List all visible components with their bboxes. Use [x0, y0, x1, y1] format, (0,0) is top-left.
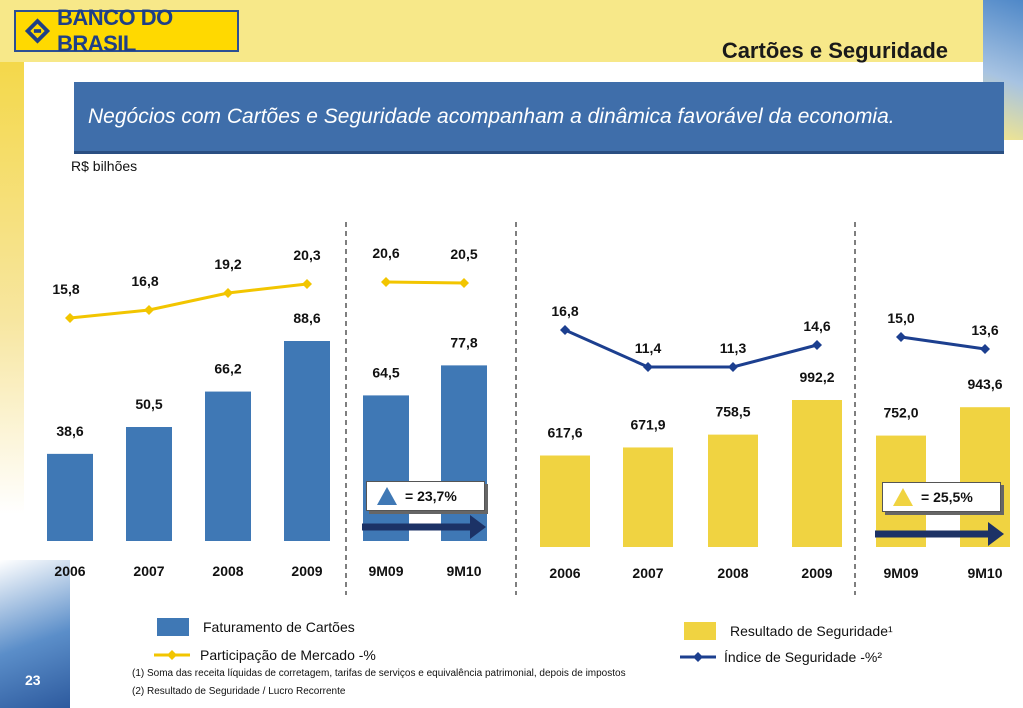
legend-market-share-label: Participação de Mercado -% [200, 647, 376, 663]
insurance-growth-value: = 25,5% [921, 489, 973, 505]
cards-line-point-2009 [302, 279, 312, 289]
footnote-2: (2) Resultado de Seguridade / Lucro Reco… [132, 686, 346, 697]
insurance-bar-2006 [540, 455, 590, 547]
cards-line-label: 15,8 [52, 281, 79, 297]
legend-market-share-line [154, 650, 190, 660]
cards-line-point-9M10 [459, 278, 469, 288]
insurance-line-point-9M09 [896, 332, 906, 342]
insurance-growth-arrow-head [988, 522, 1004, 546]
brand-logo: BANCO DO BRASIL [14, 5, 239, 56]
page-number: 23 [25, 672, 41, 688]
cards-line-label: 19,2 [214, 256, 241, 272]
cards-bar-2007 [126, 427, 172, 541]
legend-insurance: Resultado de Seguridade¹ [684, 622, 893, 640]
insurance-line-point-2006 [560, 325, 570, 335]
insurance-line-point-9M10 [980, 344, 990, 354]
insurance-bar-2007 [623, 447, 673, 547]
legend-insurance-index-label: Índice de Seguridade -%² [724, 649, 882, 665]
insurance-category-label: 9M09 [883, 565, 918, 581]
insurance-bar-9M10 [960, 407, 1010, 547]
cards-bar-2008 [205, 391, 251, 541]
insurance-category-label: 2008 [717, 565, 748, 581]
cards-category-label: 2009 [291, 563, 322, 579]
page-title: Cartões e Seguridade [721, 38, 948, 63]
cards-growth-box: = 23,7% [366, 481, 485, 511]
insurance-category-label: 2006 [549, 565, 580, 581]
cards-line-label: 20,3 [293, 247, 320, 263]
cards-category-label: 2006 [54, 563, 85, 579]
legend-insurance-swatch [684, 622, 716, 640]
legend-cards-swatch [157, 618, 189, 636]
cards-line-point-2007 [144, 305, 154, 315]
insurance-category-label: 2007 [632, 565, 663, 581]
left-bottom-decoration [0, 560, 70, 708]
insurance-line-point-2009 [812, 340, 822, 350]
unit-label: R$ bilhões [71, 158, 138, 174]
legend-insurance-index-line [680, 652, 716, 662]
legend-insurance-index: Índice de Seguridade -%² [678, 648, 882, 666]
cards-bar-label: 38,6 [56, 423, 83, 439]
brand-name: BANCO DO BRASIL [56, 5, 173, 56]
cards-bar-label: 50,5 [135, 396, 162, 412]
insurance-line-segment-2 [900, 335, 986, 351]
legend-insurance-label: Resultado de Seguridade¹ [730, 623, 893, 639]
insurance-line-point-2007 [643, 362, 653, 372]
insurance-line-point-2008 [728, 362, 738, 372]
insurance-bar-label: 671,9 [630, 416, 665, 432]
cards-growth-value: = 23,7% [405, 488, 457, 504]
cards-bar-9M10 [441, 365, 487, 541]
insurance-bar-label: 758,5 [715, 404, 750, 420]
insurance-line-label: 15,0 [887, 310, 914, 326]
footnote-1: (1) Soma das receita líquidas de correta… [132, 668, 626, 679]
legend-market-share: Participação de Mercado -% [152, 646, 376, 664]
insurance-growth-box: = 25,5% [882, 482, 1001, 512]
cards-bar-label: 77,8 [450, 334, 477, 350]
insurance-bar-2009 [792, 400, 842, 547]
cards-bar-label: 88,6 [293, 310, 320, 326]
insurance-category-label: 9M10 [967, 565, 1002, 581]
cards-category-label: 9M10 [446, 563, 481, 579]
insurance-line-label: 14,6 [803, 318, 830, 334]
headline-banner: Negócios com Cartões e Seguridade acompa… [74, 82, 1004, 154]
cards-line-label: 20,6 [372, 245, 399, 261]
insurance-bar-label: 992,2 [799, 369, 834, 385]
cards-bar-label: 66,2 [214, 361, 241, 377]
insurance-line-label: 16,8 [551, 303, 578, 319]
cards-line-point-2006 [65, 313, 75, 323]
cards-line-label: 16,8 [131, 273, 158, 289]
cards-category-label: 2008 [212, 563, 243, 579]
up-triangle-icon [893, 488, 913, 506]
cards-line-segment-1 [69, 282, 308, 320]
insurance-bar-label: 752,0 [883, 405, 918, 421]
insurance-bar-label: 617,6 [547, 424, 582, 440]
brand-logo-icon [24, 18, 51, 44]
cards-bar-2006 [47, 453, 93, 541]
insurance-line-label: 11,3 [720, 340, 747, 356]
legend-cards: Faturamento de Cartões [157, 618, 355, 636]
up-triangle-icon [377, 487, 397, 505]
cards-bar-9M09 [363, 395, 409, 541]
cards-line-point-9M09 [381, 277, 391, 287]
cards-growth-arrow-head [470, 515, 486, 539]
insurance-bar-2008 [708, 434, 758, 547]
insurance-category-label: 2009 [801, 565, 832, 581]
cards-category-label: 9M09 [368, 563, 403, 579]
cards-bar-2009 [284, 341, 330, 541]
headline-text: Negócios com Cartões e Seguridade acompa… [88, 104, 895, 128]
cards-line-label: 20,5 [450, 246, 477, 262]
cards-line-segment-2 [385, 280, 465, 285]
insurance-line-segment-1 [564, 328, 818, 369]
cards-line-point-2008 [223, 288, 233, 298]
insurance-bar-label: 943,6 [967, 376, 1002, 392]
insurance-line-label: 13,6 [971, 322, 998, 338]
cards-bar-label: 64,5 [372, 364, 399, 380]
insurance-line-label: 11,4 [635, 340, 662, 356]
cards-category-label: 2007 [133, 563, 164, 579]
legend-cards-label: Faturamento de Cartões [203, 619, 355, 635]
